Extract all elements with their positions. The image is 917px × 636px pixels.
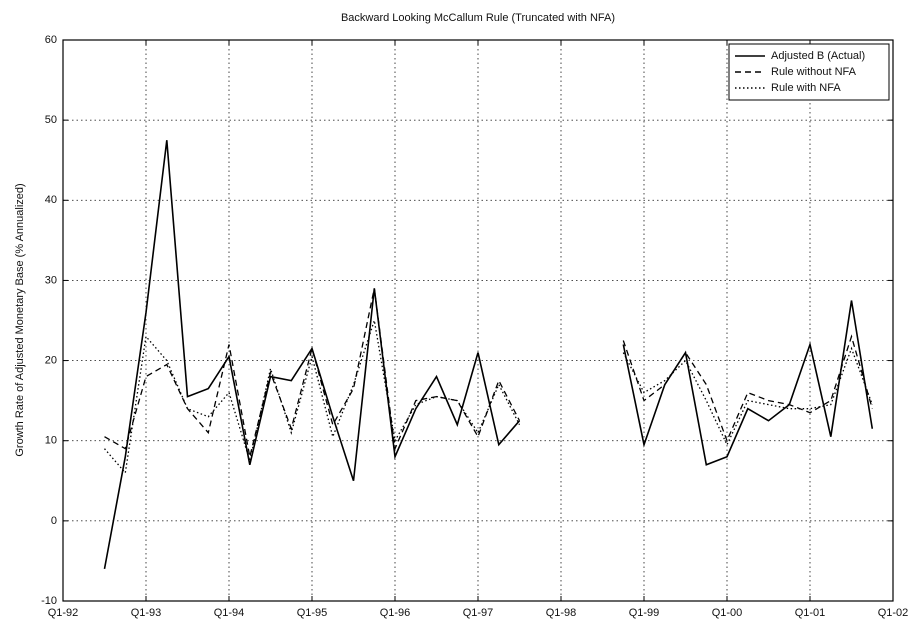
x-tick-label: Q1-98 <box>546 607 577 619</box>
y-tick-label: 60 <box>45 34 57 46</box>
y-tick-label: 50 <box>45 114 57 126</box>
series-line <box>104 320 873 475</box>
y-tick-label: 40 <box>45 194 57 206</box>
x-tick-label: Q1-95 <box>297 607 328 619</box>
x-tick-label: Q1-94 <box>214 607 245 619</box>
chart-title: Backward Looking McCallum Rule (Truncate… <box>341 12 615 24</box>
y-tick-label: 0 <box>51 515 57 527</box>
x-tick-label: Q1-96 <box>380 607 411 619</box>
y-tick-label: 30 <box>45 274 57 286</box>
y-tick-label: 10 <box>45 435 57 447</box>
x-tick-label: Q1-02 <box>878 607 909 619</box>
x-tick-label: Q1-92 <box>48 607 79 619</box>
y-axis-label: Growth Rate of Adjusted Monetary Base (%… <box>14 183 26 456</box>
x-tick-label: Q1-93 <box>131 607 162 619</box>
series-line <box>103 140 874 570</box>
x-tick-label: Q1-01 <box>795 607 826 619</box>
x-tick-label: Q1-99 <box>629 607 660 619</box>
plot-frame <box>62 39 894 602</box>
y-tick-label: -10 <box>41 595 57 607</box>
legend-label: Rule with NFA <box>771 82 841 94</box>
y-tick-label: 20 <box>45 354 57 366</box>
series-line <box>104 288 873 457</box>
x-tick-label: Q1-97 <box>463 607 494 619</box>
legend-label: Adjusted B (Actual) <box>771 50 865 62</box>
legend-label: Rule without NFA <box>771 66 857 78</box>
x-tick-label: Q1-00 <box>712 607 743 619</box>
